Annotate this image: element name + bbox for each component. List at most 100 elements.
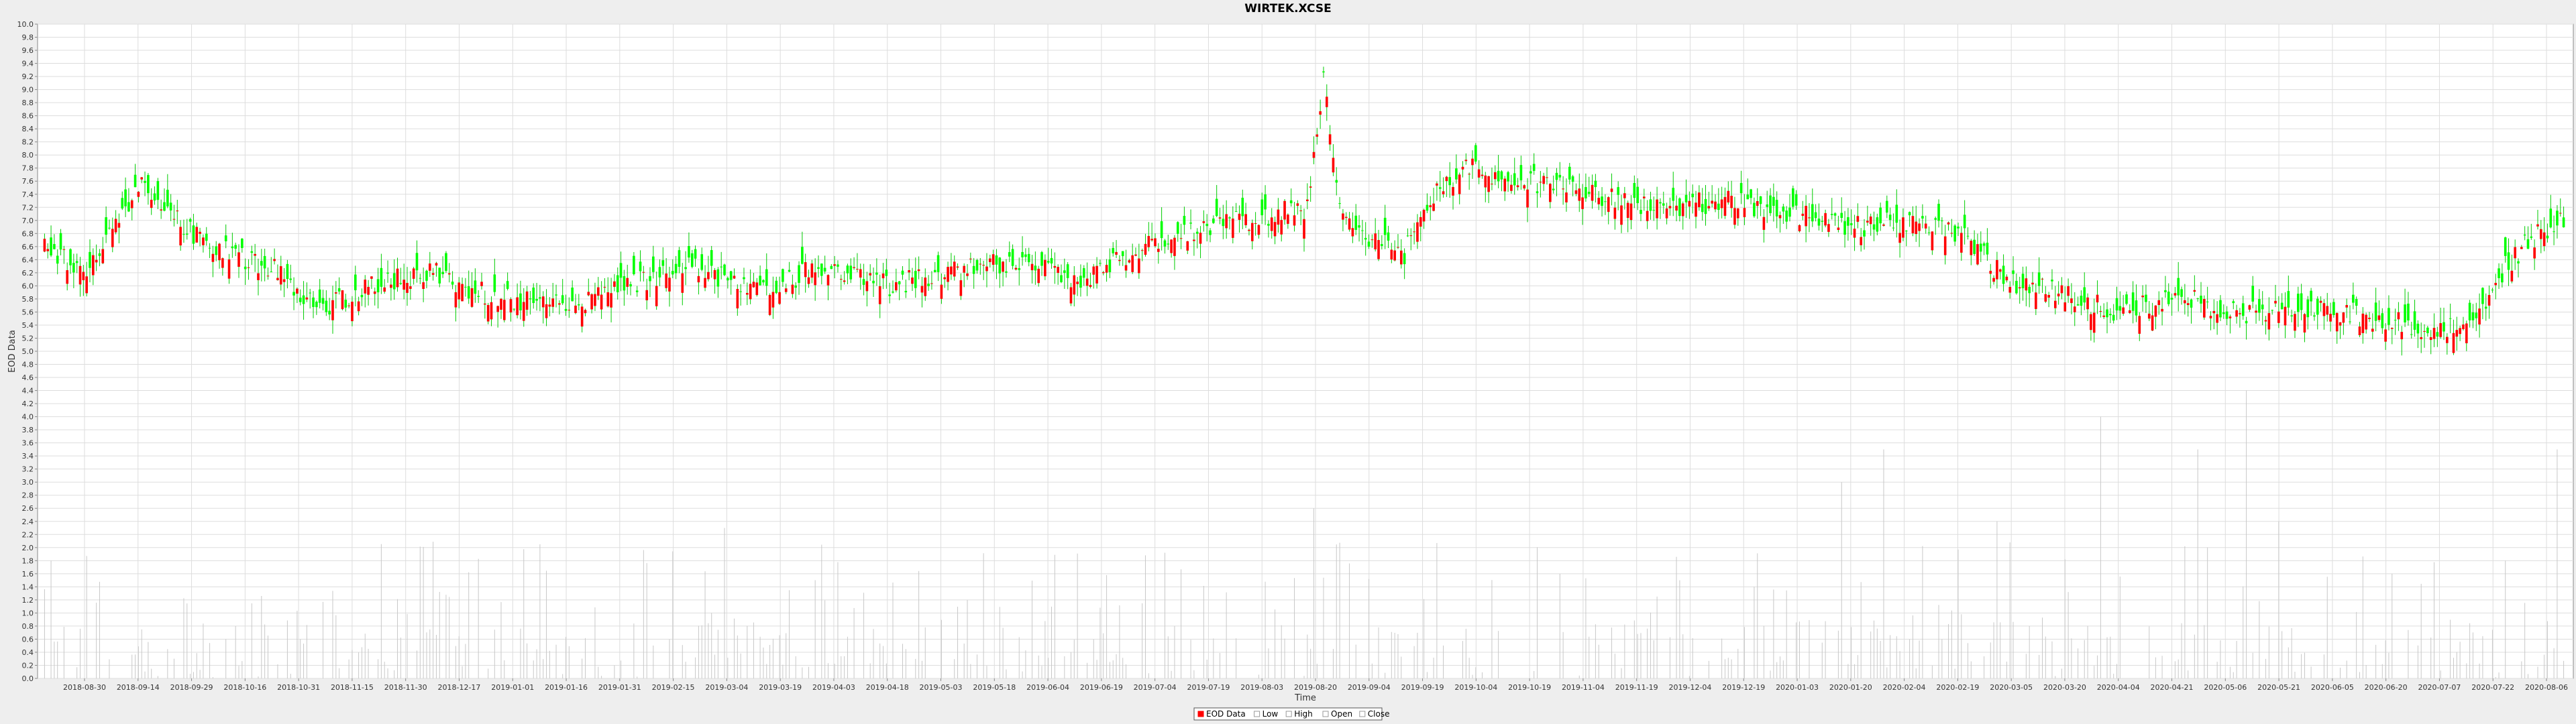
y-tick-label: 0.6 [22, 635, 34, 644]
candle-body [1503, 178, 1507, 192]
candle-body [743, 277, 745, 280]
candle-body [522, 302, 525, 321]
legend-entry: Close [1368, 709, 1390, 719]
candle-body [1695, 202, 1697, 217]
candle-body [525, 291, 529, 310]
candle-body [467, 286, 470, 299]
candle-body [2109, 314, 2112, 316]
candle-body [1399, 250, 1403, 265]
y-tick-label: 9.0 [22, 86, 34, 95]
candle-body [1762, 217, 1766, 230]
candle-body [1970, 241, 1973, 255]
candle-body [1840, 213, 1843, 219]
candle-body [286, 263, 289, 280]
candle-body [784, 288, 788, 292]
candle-body [2051, 280, 2053, 282]
candle-body [684, 267, 687, 269]
candle-body [1668, 206, 1672, 208]
candle-body [1507, 172, 1509, 182]
y-tick-label: 7.8 [22, 164, 34, 173]
candle-body [2267, 313, 2271, 330]
candle-body [2390, 328, 2394, 329]
candle-body [1046, 261, 1050, 263]
candle-body [1014, 267, 1018, 270]
candle-body [1982, 243, 1986, 246]
y-tick-label: 9.8 [22, 34, 34, 42]
candle-body [1526, 189, 1529, 208]
y-tick-label: 9.2 [22, 72, 34, 81]
y-tick-label: 1.0 [22, 609, 34, 617]
candle-body [1176, 222, 1179, 234]
candle-body [2407, 303, 2410, 321]
y-tick-label: 4.4 [22, 387, 34, 396]
candle-body [140, 177, 144, 180]
candle-body [1383, 217, 1387, 235]
candle-body [2465, 323, 2468, 344]
candle-body [810, 263, 814, 278]
x-tick-label: 2019-04-18 [866, 683, 909, 692]
candle-body [1060, 275, 1063, 282]
y-tick-label: 3.4 [22, 452, 34, 461]
candle-body [2459, 328, 2461, 335]
candle-body [869, 273, 872, 276]
candle-body [2371, 328, 2374, 332]
candle-body [105, 217, 107, 235]
candle-body [1885, 200, 1888, 213]
candle-body [59, 233, 62, 250]
candle-body [2122, 307, 2125, 314]
x-tick-label: 2019-05-03 [920, 683, 963, 692]
candle-body [1358, 225, 1360, 228]
candle-body [2005, 276, 2008, 281]
candle-body [2025, 278, 2028, 291]
candle-body [2526, 239, 2530, 249]
candle-body [2416, 323, 2420, 334]
candle-body [2462, 324, 2465, 330]
x-tick-label: 2019-02-15 [652, 683, 695, 692]
candle-body [1847, 217, 1849, 226]
candle-body [1792, 188, 1794, 207]
candle-body [325, 300, 328, 312]
y-tick-label: 2.8 [22, 491, 34, 500]
y-tick-label: 8.6 [22, 112, 34, 121]
candle-body [2216, 314, 2218, 323]
candle-body [1921, 216, 1924, 219]
y-tick-label: 2.6 [22, 504, 34, 513]
candle-body [1134, 254, 1137, 256]
candle-body [2306, 299, 2310, 318]
candle-body [133, 174, 137, 188]
candle-body [1053, 265, 1057, 268]
candle-body [2225, 311, 2229, 319]
candle-body [1260, 199, 1264, 216]
candle-body [1273, 222, 1277, 237]
candle-body [1766, 204, 1769, 207]
candle-body [1788, 207, 1791, 217]
candle-body [2125, 294, 2128, 304]
candle-body [1335, 180, 1338, 183]
candle-body [1183, 216, 1186, 225]
candle-body [1581, 197, 1584, 209]
candle-body [892, 291, 894, 293]
candle-body [461, 284, 464, 302]
y-tick-label: 7.4 [22, 190, 34, 199]
candle-body [321, 298, 325, 304]
candle-body [590, 294, 593, 310]
candle-body [328, 310, 331, 315]
candle-body [1030, 263, 1034, 271]
candle-body [953, 261, 956, 277]
candle-body [762, 280, 765, 283]
candle-body [2377, 315, 2381, 320]
x-tick-label: 2020-06-20 [2365, 683, 2408, 692]
candle-body [189, 219, 192, 222]
candle-body [1830, 214, 1833, 215]
candle-body [1821, 221, 1824, 222]
candle-body [633, 255, 635, 274]
candle-body [438, 267, 441, 284]
candle-body [619, 263, 623, 278]
y-tick-label: 10.0 [17, 20, 34, 29]
candle-body [1115, 251, 1118, 255]
candle-body [947, 267, 949, 282]
x-tick-label: 2018-11-30 [384, 683, 427, 692]
y-tick-label: 0.4 [22, 648, 34, 657]
candle-body [447, 273, 451, 275]
candle-body [716, 269, 720, 287]
